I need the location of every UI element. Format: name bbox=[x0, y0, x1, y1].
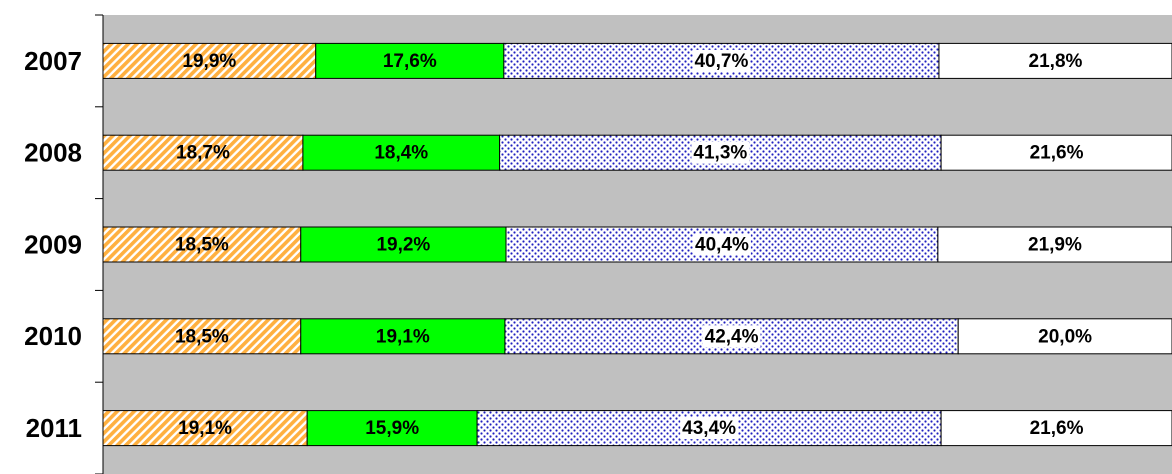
value-label: 19,2% bbox=[376, 235, 430, 256]
value-label: 17,6% bbox=[383, 51, 437, 72]
label-background bbox=[691, 141, 750, 164]
bar-segment bbox=[940, 134, 1172, 171]
value-label: 42,4% bbox=[705, 326, 759, 347]
bar-segment bbox=[937, 226, 1172, 263]
value-label: 40,7% bbox=[694, 51, 748, 72]
bar-segment bbox=[315, 42, 505, 79]
value-label: 18,7% bbox=[176, 143, 230, 164]
bar-segment bbox=[940, 410, 1172, 447]
y-tick-label: 2007 bbox=[24, 46, 82, 76]
bar-segment bbox=[102, 226, 302, 263]
label-background bbox=[702, 325, 761, 348]
value-label: 43,4% bbox=[682, 418, 736, 439]
value-label: 41,3% bbox=[693, 143, 747, 164]
value-label: 19,1% bbox=[178, 418, 232, 439]
bar-segment bbox=[102, 134, 304, 171]
value-label: 18,5% bbox=[175, 326, 229, 347]
value-label: 15,9% bbox=[365, 418, 419, 439]
bar-segment bbox=[302, 134, 501, 171]
y-tick-label: 2011 bbox=[26, 413, 82, 443]
value-label: 21,8% bbox=[1029, 51, 1083, 72]
value-label: 19,1% bbox=[376, 326, 430, 347]
bar-segment bbox=[300, 318, 506, 355]
value-label: 18,4% bbox=[374, 143, 428, 164]
value-label: 21,6% bbox=[1030, 418, 1084, 439]
value-label: 19,9% bbox=[182, 51, 236, 72]
value-label: 18,5% bbox=[175, 235, 229, 256]
bar-segment bbox=[938, 42, 1172, 79]
y-tick-label: 2008 bbox=[24, 138, 82, 168]
value-label: 20,0% bbox=[1038, 326, 1092, 347]
bar-segment bbox=[957, 318, 1172, 355]
y-tick-label: 2009 bbox=[24, 229, 82, 259]
bar-segment bbox=[102, 318, 302, 355]
bar-segment bbox=[300, 226, 507, 263]
y-tick-label: 2010 bbox=[24, 321, 82, 351]
label-background bbox=[680, 417, 739, 440]
label-background bbox=[693, 233, 751, 256]
value-label: 21,6% bbox=[1030, 143, 1084, 164]
label-background bbox=[692, 49, 751, 72]
value-label: 40,4% bbox=[695, 235, 749, 256]
value-label: 21,9% bbox=[1028, 235, 1082, 256]
